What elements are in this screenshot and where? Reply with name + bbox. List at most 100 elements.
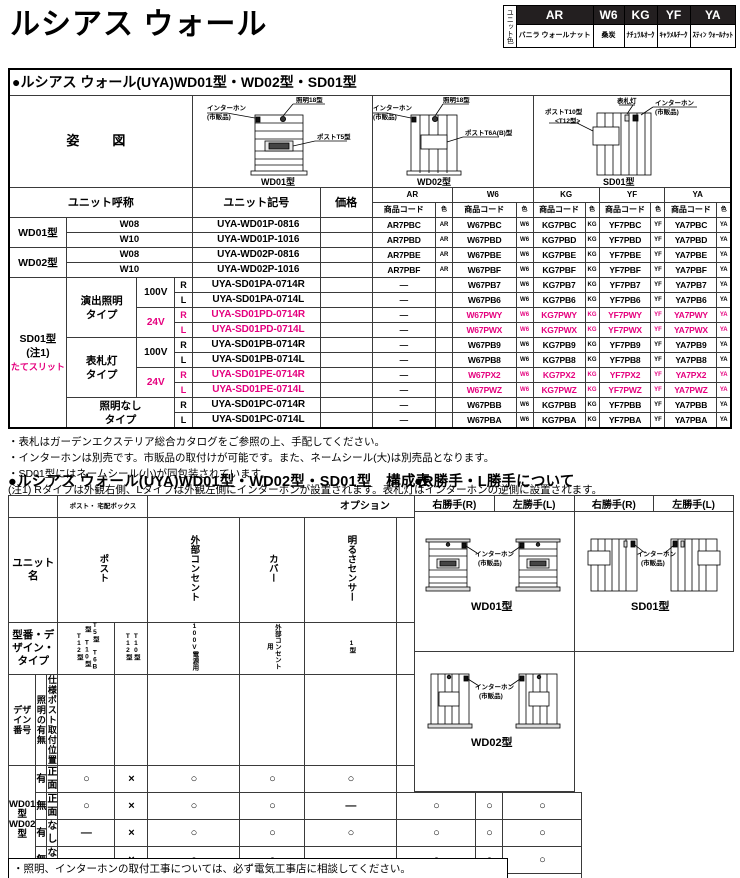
row-price: [319, 337, 373, 353]
row-price: [319, 382, 373, 398]
wd01-callout-market: (市販品): [207, 112, 231, 121]
table-row: W10 UYA-WD02P-1016 AR7PBF AR W67PBF W6 KG7PBF K…: [9, 262, 732, 278]
color-col-cell: YA: [716, 247, 732, 263]
comp-th-sensor: 明るさセンサー: [304, 517, 398, 623]
color-col-cell: KG: [584, 307, 600, 323]
comp-sub-sensor: 1型: [347, 639, 355, 654]
color-col-cell: AR: [435, 247, 454, 263]
comp-th-postbox: ポスト・ 宅配ボックス: [57, 495, 149, 518]
color-col-cell: KG: [584, 262, 600, 278]
product-code-cell: YA7PX2: [664, 367, 718, 383]
color-code-KG: KG: [623, 5, 658, 25]
comp-spec: 正面: [46, 792, 59, 820]
product-code-cell: KG7PX2: [532, 367, 586, 383]
color-col-cell: YA: [716, 232, 732, 248]
comp-th-post-a: T5型 T6B型 T10型 T12型: [57, 622, 116, 675]
product-code-cell: KG7PB9: [532, 337, 586, 353]
color-col-cell: [435, 307, 454, 323]
th-ccol-KG: 色: [584, 202, 600, 218]
rl-sd01-model: SD01型: [631, 599, 670, 613]
rl-cell-wd01: インターホン (市販品) WD01型: [414, 511, 575, 652]
comp-th-spec: 仕様 ポスト取付位置: [46, 674, 59, 766]
row-unit-code: UYA-SD01PD-0714R: [191, 307, 321, 323]
color-col-cell: W6: [515, 247, 534, 263]
comp-th-designno: デザイン 番号: [7, 674, 37, 766]
product-code-cell: YA7PBD: [664, 232, 718, 248]
product-code-cell: YA7PWY: [664, 307, 718, 323]
product-code-cell: W67PX2: [452, 367, 517, 383]
row-price: [319, 277, 373, 293]
sd01-rl-label: L: [174, 292, 193, 308]
table-row: WD01型 W08 UYA-WD01P-0816 AR7PBC AR W67PBC W6 KG…: [8, 217, 732, 248]
comp-label-post: ポスト: [97, 553, 109, 583]
color-col-cell: KG: [584, 292, 600, 308]
sd01-group-label: SD01型 (注1) たてスリット: [8, 277, 67, 429]
comp-mark-cell: ○: [502, 846, 583, 874]
th-pcode-KG: 商品コード: [532, 202, 586, 218]
color-col-cell: YF: [650, 277, 666, 293]
sd01-voltage-label: 24V: [136, 367, 176, 398]
comp-th-f5: [304, 674, 398, 766]
color-col-cell: YF: [650, 307, 666, 323]
product-code-cell: W67PBA: [452, 412, 517, 429]
rl-wd02-illustration: インターホン (市販品) WD02型: [427, 673, 561, 749]
color-code-YF: YF: [656, 5, 691, 25]
wd02-callout-interphone: インターホン: [373, 103, 413, 112]
comp-label-sensor: 明るさセンサー: [345, 534, 357, 602]
comp-mark-cell: ○: [57, 792, 116, 820]
th-price: 価格: [319, 187, 373, 218]
sd01-rl-label: L: [174, 382, 193, 398]
color-col-cell: [435, 397, 454, 413]
product-code-cell: YA7PBC: [664, 217, 718, 233]
comp-mark-cell: ○: [239, 819, 306, 847]
row-unit-code: UYA-SD01PD-0714L: [191, 322, 321, 338]
product-code-cell: KG7PWY: [532, 307, 586, 323]
sd01-type-label: 照明なし タイプ: [65, 397, 176, 429]
drawing-wd01: インターホン (市販品) 照明18型 ポストT5型 WD01型: [191, 95, 373, 188]
product-code-cell: AR7PBE: [371, 247, 437, 263]
row-unit-code: UYA-SD01PE-0714L: [191, 382, 321, 398]
product-code-cell: —: [371, 277, 437, 293]
color-col-cell: YA: [716, 352, 732, 368]
section3-heading: ●R勝手・L勝手について: [414, 474, 575, 490]
th-color-YF: YF: [598, 187, 666, 203]
color-name-W6: 桑炭: [592, 23, 625, 49]
table-row: 有なし — × ○ ○ ○ ○ ○ ○: [9, 819, 583, 847]
comp-mark-cell: —: [502, 873, 583, 878]
color-col-cell: YA: [716, 337, 732, 353]
color-col-cell: AR: [435, 232, 454, 248]
color-col-cell: KG: [584, 232, 600, 248]
color-col-cell: YF: [650, 322, 666, 338]
color-name-KG: ﾅﾁｭﾗﾙｵｰｸ: [623, 23, 658, 49]
product-code-cell: YF7PX2: [598, 367, 652, 383]
product-code-cell: —: [371, 367, 437, 383]
sd01-rl-label: R: [174, 337, 193, 353]
sd01-callout-hyosatsu: 表札灯: [616, 97, 637, 105]
sd01-rl-label: L: [174, 352, 193, 368]
product-code-cell: W67PB8: [452, 352, 517, 368]
sd01-illustration: 表札灯 インターホン (市販品) ポストT10型 <T12型> SD01型: [545, 97, 697, 187]
comp-mark-cell: ○: [57, 765, 116, 793]
row-unit-code: UYA-WD02P-1016: [191, 262, 321, 278]
rl-wd02-model: WD02型: [471, 735, 513, 749]
note-3: ・SD01型にはネームシール(小)が同包装されています。: [8, 468, 271, 480]
th-ccol-W6: 色: [515, 202, 534, 218]
product-code-cell: YA7PB6: [664, 292, 718, 308]
th-unit-name: ユニット呼称: [8, 187, 193, 218]
product-code-cell: KG7PB8: [532, 352, 586, 368]
section1-notes: ・表札はガーデンエクステリア総合カタログをご参照の上、手配してください。 ・イン…: [8, 434, 732, 498]
color-col-cell: W6: [515, 232, 534, 248]
comp-sub-outlet: 100V電源用: [190, 622, 198, 671]
rl-sd01-callout-market: (市販品): [641, 558, 665, 567]
comp-th-unitname: ユニット名: [7, 517, 59, 623]
comp-mark-cell: ×: [114, 792, 149, 820]
row-unit-code: UYA-SD01PA-0714L: [191, 292, 321, 308]
table-row: L UYA-SD01PD-0714L — W67PWX W6 KG7PWX KG YF7PWX…: [9, 322, 732, 338]
product-code-cell: YA7PB9: [664, 337, 718, 353]
comp-lighting: 無: [35, 792, 48, 820]
product-code-cell: KG7PB6: [532, 292, 586, 308]
row-unit-code: UYA-SD01PA-0714R: [191, 277, 321, 293]
comp-mark-cell: —: [304, 792, 398, 820]
product-code-cell: —: [371, 292, 437, 308]
color-col-cell: [435, 337, 454, 353]
